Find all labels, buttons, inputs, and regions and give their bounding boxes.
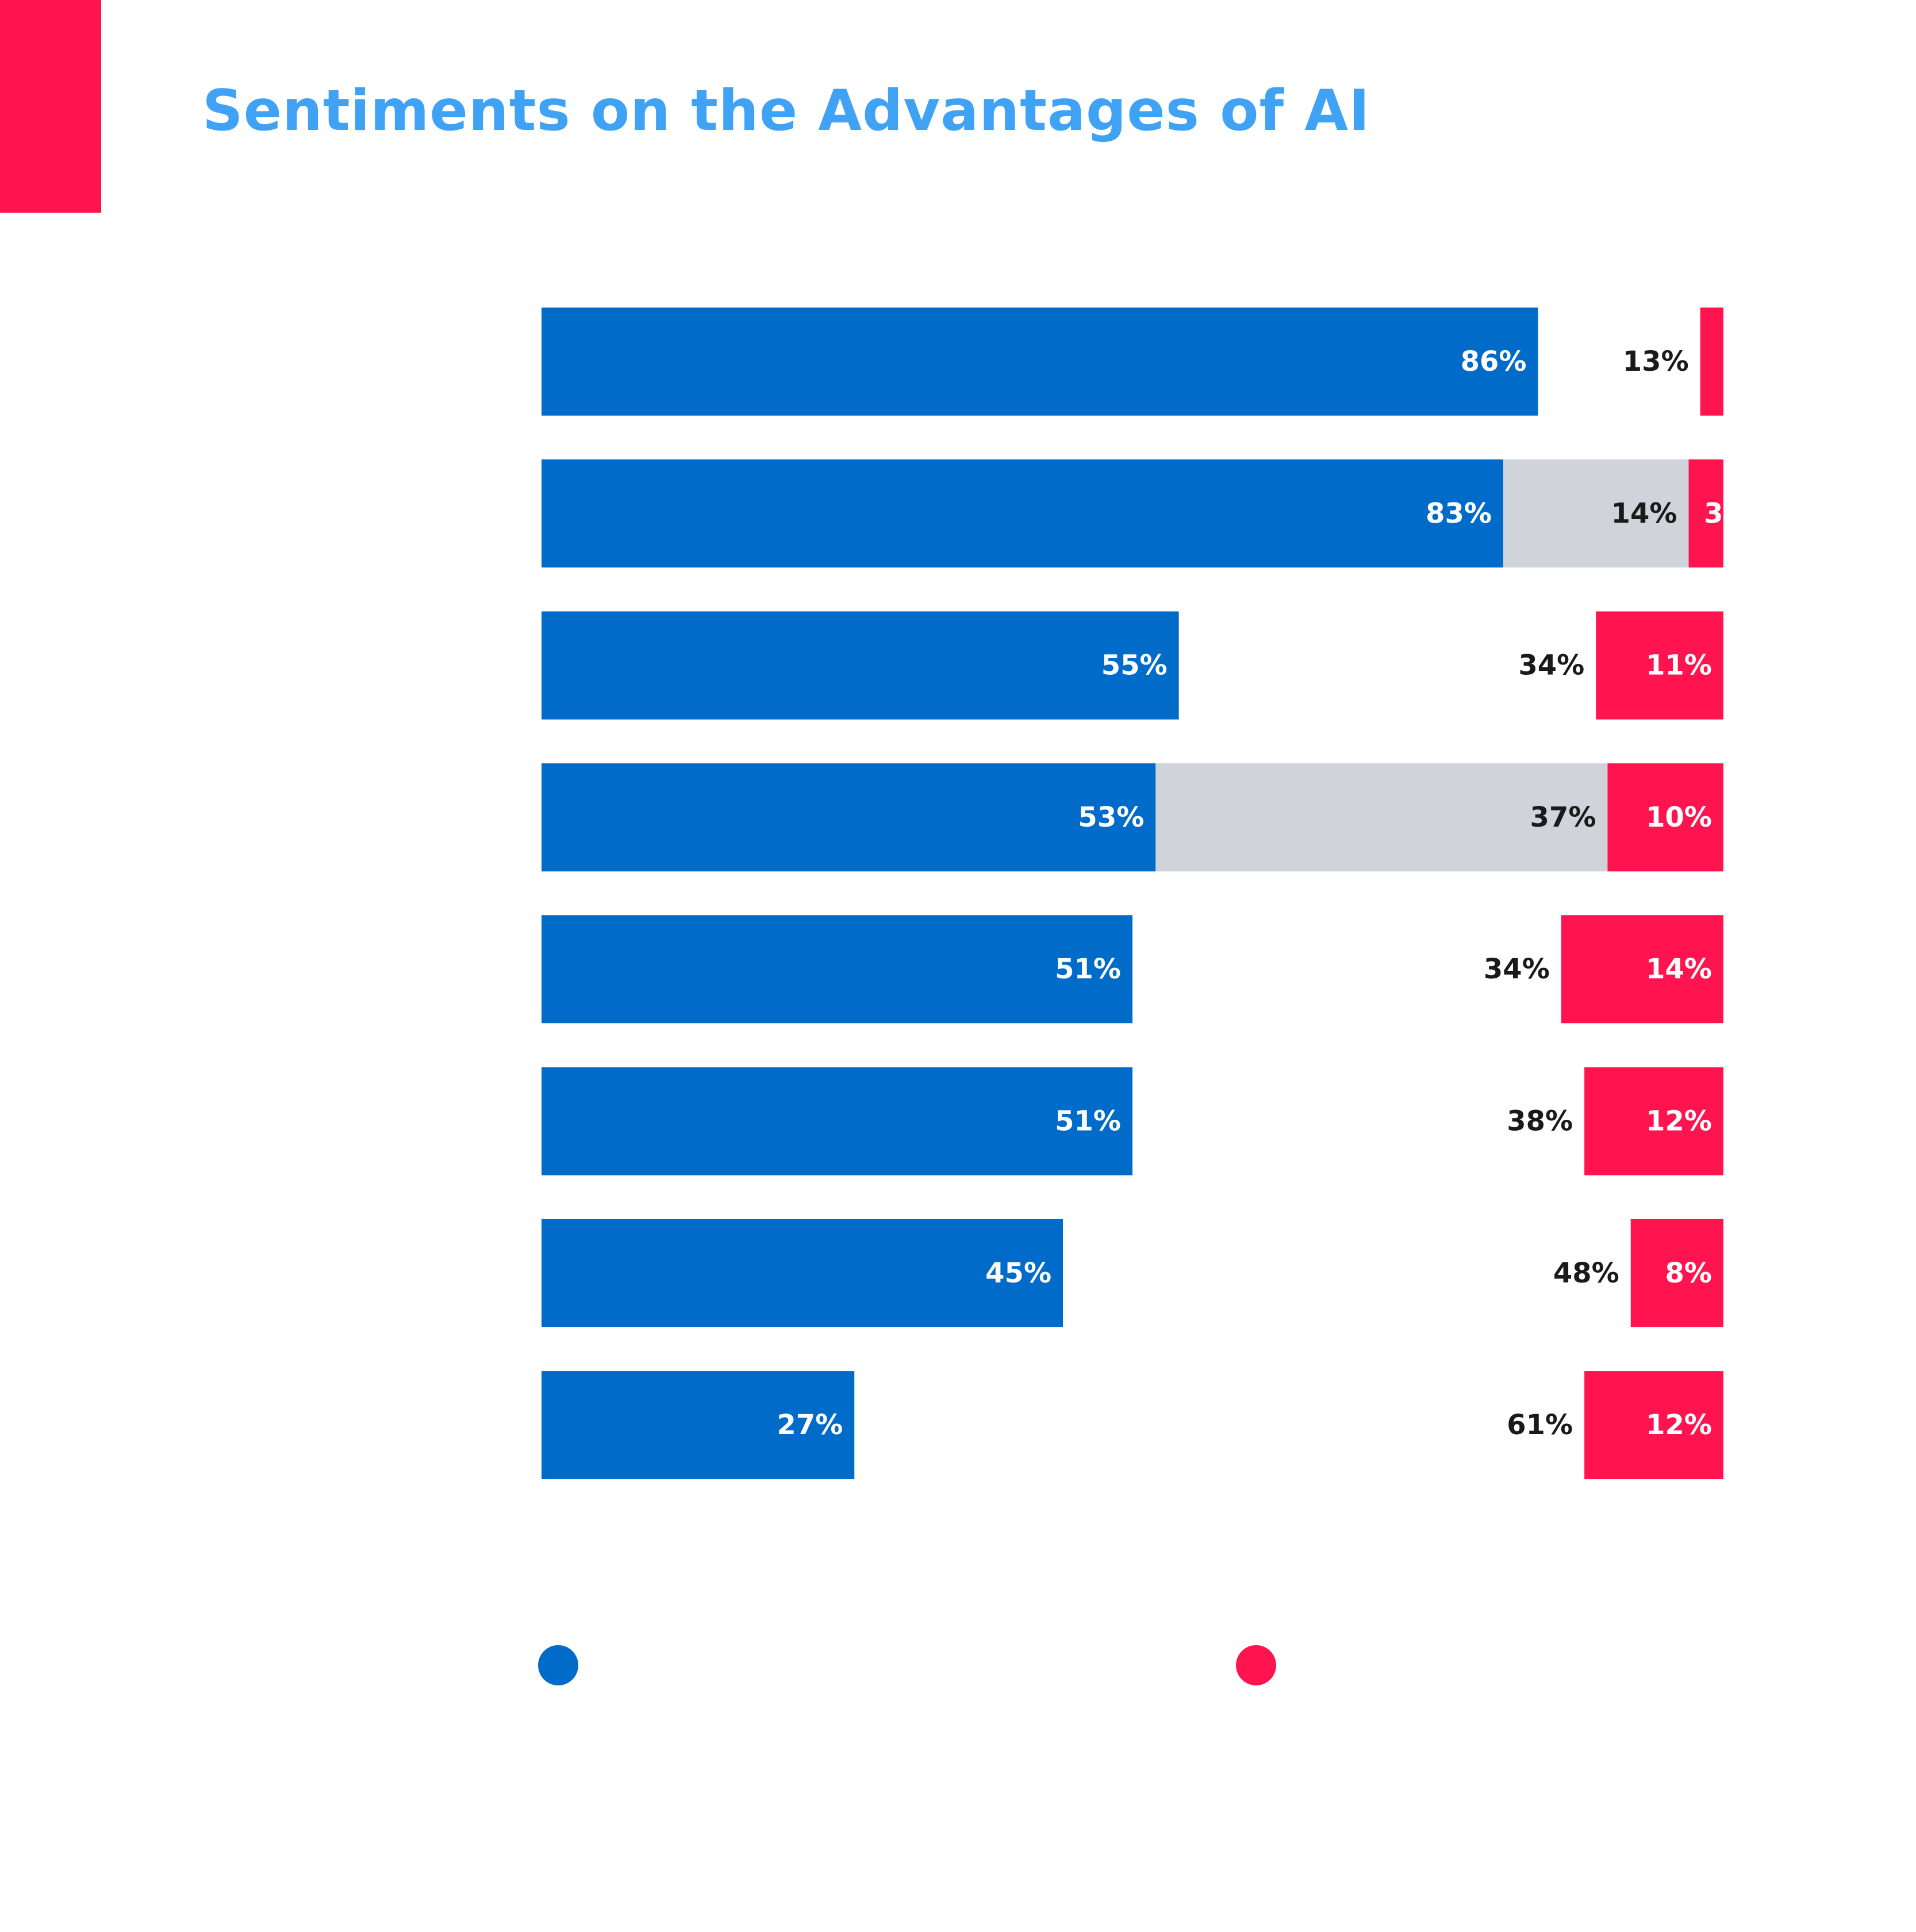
bar-neutral-4 xyxy=(1155,763,1608,871)
bar-negative-1 xyxy=(1700,308,1723,416)
bar-positive-1 xyxy=(542,308,1538,416)
label-neutral-6: 38% xyxy=(1507,1105,1573,1138)
label-positive-4: 53% xyxy=(1078,801,1144,834)
label-negative-4: 10% xyxy=(1646,801,1712,834)
bar-negative-2 xyxy=(1688,459,1723,568)
bar-negative-4 xyxy=(1607,763,1723,871)
label-negative-8: 12% xyxy=(1646,1409,1712,1441)
label-positive-6: 51% xyxy=(1055,1105,1121,1138)
bar-positive-8 xyxy=(542,1371,855,1480)
bar-negative-8 xyxy=(1584,1371,1723,1480)
legend-dot-negative xyxy=(1236,1645,1276,1685)
label-negative-6: 12% xyxy=(1646,1105,1712,1138)
label-neutral-3: 34% xyxy=(1518,650,1584,682)
bar-negative-3 xyxy=(1596,611,1723,720)
label-neutral-7: 48% xyxy=(1553,1257,1619,1289)
label-positive-8: 27% xyxy=(777,1409,843,1441)
label-negative-2: 3 xyxy=(1704,497,1723,529)
bar-positive-7 xyxy=(542,1219,1063,1327)
label-positive-7: 45% xyxy=(985,1257,1051,1289)
bar-negative-6 xyxy=(1584,1067,1723,1176)
bar-positive-3 xyxy=(542,611,1179,720)
bar-positive-4 xyxy=(542,763,1156,871)
bar-neutral-2 xyxy=(1503,459,1689,568)
label-negative-3: 11% xyxy=(1646,650,1712,682)
label-positive-3: 55% xyxy=(1101,650,1168,682)
label-positive-5: 51% xyxy=(1055,953,1121,985)
bar-negative-5 xyxy=(1561,915,1723,1024)
legend-dot-positive xyxy=(538,1645,578,1685)
label-neutral-4: 37% xyxy=(1530,801,1596,834)
label-neutral-1: 13% xyxy=(1623,345,1689,378)
label-neutral-2: 14% xyxy=(1611,497,1677,529)
accent-block xyxy=(0,0,101,213)
label-neutral-8: 61% xyxy=(1507,1409,1573,1441)
label-negative-7: 8% xyxy=(1665,1257,1713,1289)
label-positive-2: 83% xyxy=(1426,497,1492,529)
bar-positive-6 xyxy=(542,1067,1132,1176)
page-title: Sentiments on the Advantages of AI xyxy=(202,78,1370,144)
label-negative-5: 14% xyxy=(1646,953,1712,985)
bar-positive-2 xyxy=(542,459,1504,568)
bar-positive-5 xyxy=(542,915,1132,1024)
label-positive-1: 86% xyxy=(1461,345,1527,378)
bar-negative-7 xyxy=(1630,1219,1723,1327)
label-neutral-5: 34% xyxy=(1484,953,1550,985)
